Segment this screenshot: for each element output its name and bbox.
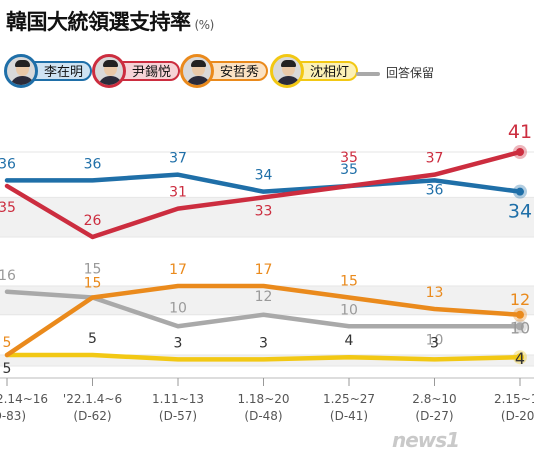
- data-label: 37: [426, 151, 444, 167]
- legend-line-undecided: [356, 72, 380, 76]
- data-label: 3: [430, 335, 439, 351]
- x-tick-label-dday: (D-41): [330, 409, 368, 423]
- series-end-point: [516, 187, 524, 196]
- x-tick-label-date: '22.1.4~6: [63, 392, 122, 406]
- data-label: 41: [508, 121, 532, 143]
- x-tick-label-date: 1.11~13: [152, 392, 204, 406]
- data-label: 4: [345, 333, 354, 349]
- legend-label-sim: 沈相灯: [296, 61, 359, 81]
- data-label: 35: [0, 200, 16, 216]
- legend-label-lee: 李在明: [30, 61, 93, 81]
- data-label: 37: [169, 151, 187, 167]
- data-label: 4: [515, 349, 525, 368]
- data-label: 10: [426, 332, 444, 348]
- data-label: 5: [3, 361, 12, 377]
- data-label: 15: [84, 276, 102, 292]
- data-label: 35: [340, 150, 358, 166]
- data-label: 36: [426, 182, 444, 198]
- data-label: 15: [84, 262, 102, 278]
- data-label: 36: [0, 156, 16, 172]
- data-label: 3: [174, 335, 183, 351]
- series-end-point: [516, 353, 524, 362]
- x-tick-label-dday: (D-83): [0, 409, 26, 423]
- data-label: 13: [426, 285, 444, 301]
- x-tick-label-date: '21.12.14~16: [0, 392, 48, 406]
- data-label: 36: [84, 156, 102, 172]
- data-label: 17: [169, 262, 187, 278]
- data-label: 17: [255, 262, 273, 278]
- data-label: 10: [340, 302, 358, 318]
- avatar-yoon: [92, 54, 126, 88]
- data-label: 5: [3, 335, 12, 351]
- x-tick-label-dday: (D-20): [501, 409, 534, 423]
- x-tick-label-dday: (D-62): [73, 409, 111, 423]
- data-label: 26: [84, 213, 102, 229]
- series-line: [4, 283, 523, 358]
- plot-area: [0, 103, 534, 378]
- data-label: 34: [255, 168, 273, 184]
- legend: 李在明 尹錫悦 安哲秀 沈相灯 回答保留: [0, 50, 534, 100]
- legend-label-undecided: 回答保留: [386, 66, 435, 80]
- series-line: [4, 149, 523, 240]
- data-label: 3: [259, 335, 268, 351]
- x-tick-label-dday: (D-27): [415, 409, 453, 423]
- avatar-sim: [270, 54, 304, 88]
- legend-label-yoon: 尹錫悦: [118, 61, 181, 81]
- x-tick-label-date: 2.8~10: [412, 392, 456, 406]
- avatar-ahn: [180, 54, 214, 88]
- series-end-point: [516, 322, 524, 331]
- data-label: 10: [169, 300, 187, 316]
- series-line: [4, 352, 523, 362]
- grid-band: [0, 197, 534, 237]
- series-end-point: [516, 148, 524, 156]
- x-tick-label-date: 1.18~20: [237, 392, 289, 406]
- unit-label: (%): [194, 18, 215, 32]
- x-tick-label-dday: (D-48): [244, 409, 282, 423]
- series-end-point: [516, 310, 524, 319]
- data-label: 10: [510, 318, 530, 337]
- chart-title: 韓国大統領選支持率 (%): [6, 10, 215, 34]
- data-label: 5: [88, 331, 97, 347]
- x-tick-label-date: 1.25~27: [323, 392, 375, 406]
- data-label: 15: [340, 274, 358, 290]
- avatar-lee: [4, 54, 38, 88]
- data-label: 12: [510, 290, 530, 309]
- data-label: 12: [255, 289, 273, 305]
- data-label: 31: [169, 185, 187, 201]
- data-label: 35: [340, 162, 358, 178]
- x-tick-label-date: 2.15~17: [494, 392, 534, 406]
- x-tick-label-dday: (D-57): [159, 409, 197, 423]
- data-label: 16: [0, 268, 16, 284]
- data-label: 34: [508, 201, 532, 223]
- watermark-logo: news1: [392, 428, 460, 452]
- data-label: 33: [255, 203, 273, 219]
- series-line: [4, 172, 523, 194]
